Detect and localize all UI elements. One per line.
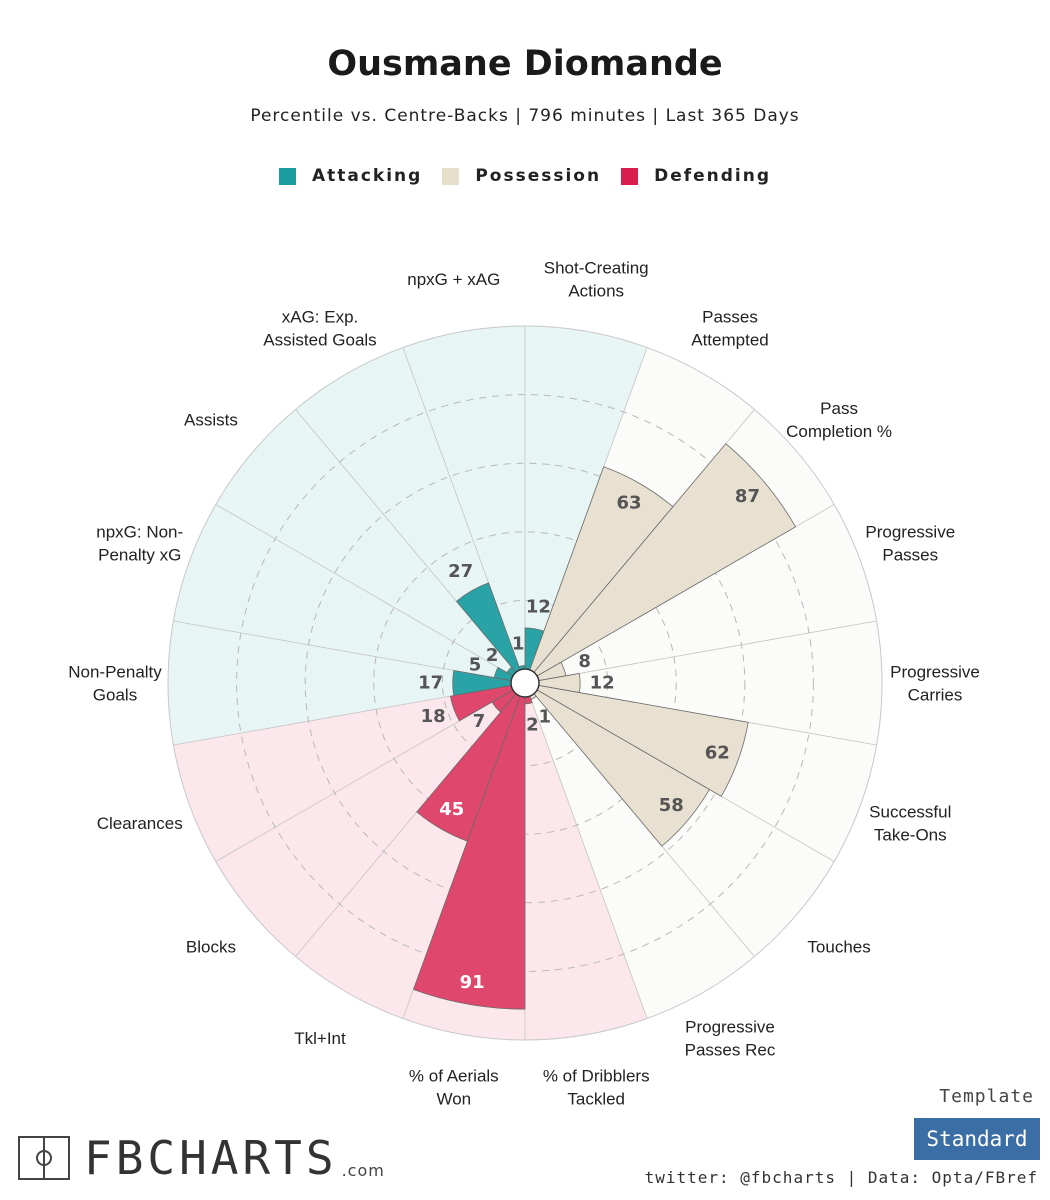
- value-label: 2: [526, 715, 539, 736]
- spoke-line: [529, 696, 648, 1019]
- category-label: Clearances: [97, 814, 183, 833]
- sector-bg: [529, 693, 755, 1019]
- value-label: 27: [448, 561, 473, 582]
- fbcharts-logo: FBCHARTS .com: [18, 1131, 385, 1185]
- category-label: % of Dribblers Tackled: [543, 1066, 650, 1108]
- sector-bg: [525, 326, 648, 670]
- value-label: 1: [512, 634, 525, 655]
- sector-bg: [537, 504, 877, 681]
- chart-subtitle: Percentile vs. Centre-Backs | 796 minute…: [250, 106, 800, 126]
- grid-ring: [236, 394, 814, 972]
- value-label: 18: [421, 706, 446, 727]
- value-label: 8: [578, 651, 591, 672]
- legend-label-attacking: Attacking: [311, 166, 423, 186]
- value-label: 12: [590, 673, 615, 694]
- sector-bg: [168, 621, 512, 745]
- sector-bg: [295, 347, 521, 673]
- category-label: Passes Attempted: [691, 307, 769, 349]
- value-label: 91: [460, 972, 485, 993]
- legend-swatch-possession: [442, 167, 460, 185]
- category-label: Tkl+Int: [294, 1029, 346, 1048]
- legend-swatch-attacking: [278, 167, 296, 185]
- category-label: Shot-Creating Actions: [544, 258, 649, 300]
- category-label: Progressive Passes: [865, 522, 955, 564]
- sector-bg: [215, 690, 517, 957]
- legend: Attacking Possession Defending: [0, 166, 1050, 186]
- value-label: 12: [526, 597, 551, 618]
- legend-item-defending: Defending: [621, 166, 771, 186]
- sector-bg: [173, 504, 513, 681]
- sector-bg: [525, 696, 648, 1040]
- legend-label-defending: Defending: [654, 166, 772, 186]
- legend-item-possession: Possession: [442, 166, 601, 186]
- pitch-icon: [18, 1136, 70, 1180]
- category-label: Pass Completion %: [786, 398, 892, 440]
- category-label: Progressive Carries: [890, 662, 980, 704]
- legend-label-possession: Possession: [475, 166, 602, 186]
- value-label: 62: [705, 742, 730, 763]
- grid-ring: [304, 462, 746, 904]
- value-label: 2: [486, 645, 499, 666]
- value-label: 58: [659, 795, 684, 816]
- spoke-line: [538, 620, 877, 681]
- sector-bg: [538, 621, 882, 745]
- template-label: Template: [939, 1086, 1034, 1107]
- category-label: Non-Penalty Goals: [68, 662, 162, 704]
- spoke-line: [215, 504, 514, 677]
- credits: twitter: @fbcharts | Data: Opta/FBref: [644, 1168, 1038, 1187]
- legend-item-attacking: Attacking: [278, 166, 423, 186]
- value-label: 1: [538, 707, 551, 728]
- logo-domain: .com: [341, 1161, 385, 1180]
- value-label: 5: [469, 654, 482, 675]
- legend-swatch-defending: [621, 167, 639, 185]
- center-hole: [510, 668, 540, 698]
- category-label: xAG: Exp. Assisted Goals: [263, 307, 376, 349]
- category-label: npxG: Non-Penalty xG: [96, 522, 183, 564]
- template-button[interactable]: Standard: [914, 1118, 1040, 1160]
- category-label: Assists: [184, 410, 238, 429]
- value-label: 17: [418, 673, 443, 694]
- category-label: Progressive Passes Rec: [685, 1017, 776, 1059]
- value-label: 45: [439, 799, 464, 820]
- sector-bg: [215, 409, 517, 676]
- category-label: % of Aerials Won: [409, 1066, 499, 1108]
- sector-bg: [173, 685, 513, 862]
- grid-ring: [441, 599, 609, 767]
- category-label: npxG + xAG: [407, 270, 500, 289]
- category-label: Touches: [807, 937, 870, 956]
- sector-bg: [402, 326, 525, 670]
- logo-text: FBCHARTS: [84, 1131, 338, 1185]
- chart-title: Ousmane Diomande: [327, 44, 723, 84]
- value-label: 87: [735, 486, 760, 507]
- category-label: Successful Take-Ons: [869, 802, 951, 844]
- category-label: Blocks: [186, 937, 236, 956]
- value-label: 7: [473, 711, 486, 732]
- value-label: 63: [617, 492, 642, 513]
